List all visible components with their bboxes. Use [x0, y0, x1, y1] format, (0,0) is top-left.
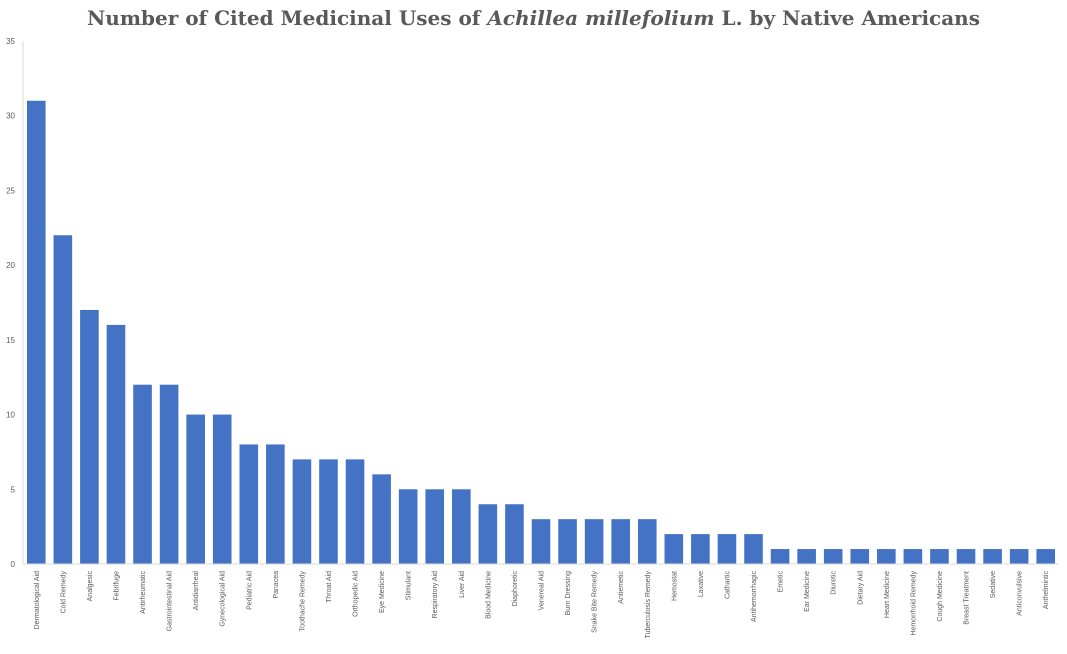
bar	[159, 384, 179, 564]
x-tick-label: Heart Medicine	[884, 571, 891, 618]
x-tick-label: Emetic	[778, 571, 785, 593]
bar	[1009, 549, 1029, 564]
bar	[478, 504, 498, 564]
x-axis: Dermatological Aid Cold Remedy Analgesic Fe…	[23, 563, 1059, 639]
bar	[531, 519, 551, 564]
x-tick-label: Hemorrhoid Remedy	[910, 571, 917, 636]
x-tick-label: Respiratory Aid	[432, 571, 439, 619]
bar	[717, 534, 737, 564]
x-tick-label: Venereal Aid	[539, 571, 546, 610]
x-tick-label: Orthopedic Aid	[353, 571, 360, 617]
x-tick-label: Liver Aid	[459, 571, 466, 598]
x-tick-label: Dietary Aid	[857, 571, 864, 605]
bar	[345, 459, 365, 564]
bar	[319, 459, 338, 564]
bar	[584, 519, 604, 564]
x-tick-label: Anticonvulsive	[1017, 571, 1024, 616]
x-tick-label: Stimulant	[406, 571, 413, 600]
x-tick-label: Tuberculosis Remedy	[645, 571, 652, 639]
bar	[744, 534, 763, 564]
x-tick-label: Gastrointestinal Aid	[167, 571, 174, 631]
chart-title-prefix: Number of Cited Medicinal Uses of	[87, 6, 488, 30]
x-tick-label: Analgesic	[87, 571, 94, 602]
bar	[797, 549, 816, 564]
bar	[956, 549, 976, 564]
bar	[877, 549, 896, 564]
x-tick-label: Dermatological Aid	[34, 571, 41, 629]
y-tick-label: 20	[6, 261, 15, 270]
chart-title: Number of Cited Medicinal Uses of Achill…	[0, 6, 1067, 30]
x-tick-label: Hemostat	[671, 571, 678, 601]
x-tick-label: Anthelmintic	[1043, 571, 1050, 610]
y-tick-label: 35	[6, 37, 15, 46]
bar	[691, 534, 710, 564]
bar	[266, 444, 285, 564]
x-tick-label: Cold Remedy	[60, 571, 67, 614]
y-tick-label: 25	[6, 186, 15, 195]
x-tick-label: Gynecological Aid	[220, 571, 227, 627]
bar	[664, 534, 684, 564]
bar	[1036, 549, 1056, 564]
x-tick-label: Blood Medicine	[485, 571, 492, 619]
bar	[212, 414, 232, 564]
bar	[372, 474, 391, 564]
bar	[770, 549, 790, 564]
x-tick-label: Eye Medicine	[379, 571, 386, 613]
x-tick-label: Toothache Remedy	[299, 571, 306, 632]
y-tick-label: 0	[11, 560, 16, 569]
y-tick-label: 30	[6, 112, 15, 121]
chart-title-species: Achillea millefolium	[487, 6, 715, 30]
bar	[239, 444, 259, 564]
x-tick-label: Antihemorrhagic	[751, 571, 758, 622]
bar	[637, 519, 657, 564]
y-tick-label: 15	[6, 336, 15, 345]
x-tick-label: Ear Medicine	[804, 571, 811, 612]
bar	[53, 235, 73, 564]
x-tick-label: Cathartic	[724, 571, 731, 600]
chart-title-suffix: L. by Native Americans	[714, 6, 980, 30]
bar	[930, 549, 949, 564]
x-tick-label: Snake Bite Remedy	[592, 571, 599, 633]
x-tick-label: Breast Treatment	[964, 571, 971, 625]
bar	[186, 414, 205, 564]
bar	[558, 519, 577, 564]
bar	[398, 489, 418, 564]
y-tick-label: 5	[11, 485, 16, 494]
bar	[133, 384, 152, 564]
x-tick-label: Antiemetic	[618, 571, 625, 604]
bar	[106, 324, 126, 564]
x-tick-label: Laxative	[698, 571, 705, 597]
bar	[903, 549, 923, 564]
bar	[611, 519, 630, 564]
bars	[26, 100, 1056, 565]
bar	[292, 459, 312, 564]
y-axis: 0 5 10 15 20 25 30 35	[6, 37, 24, 569]
x-tick-label: Panacea	[273, 571, 280, 599]
bar	[823, 549, 843, 564]
bar	[26, 100, 46, 565]
x-tick-label: Burn Dressing	[565, 571, 572, 615]
x-tick-label: Febrifuge	[113, 571, 120, 601]
x-tick-label: Throat Aid	[326, 571, 333, 603]
y-tick-label: 10	[6, 411, 15, 420]
x-tick-label: Diaphoretic	[512, 571, 519, 607]
bar	[983, 549, 1002, 564]
x-tick-label: Sedative	[990, 571, 997, 598]
bar	[850, 549, 870, 564]
x-tick-label: Diuretic	[831, 571, 838, 595]
bar	[505, 504, 524, 564]
x-tick-label: Pediatric Aid	[246, 571, 253, 610]
bar	[80, 309, 99, 564]
x-tick-label: Cough Medicine	[937, 571, 944, 622]
x-tick-label: Antidiarrheal	[193, 571, 200, 611]
x-tick-label: Antirheumatic	[140, 571, 147, 614]
bar	[425, 489, 445, 564]
bar	[452, 489, 471, 564]
